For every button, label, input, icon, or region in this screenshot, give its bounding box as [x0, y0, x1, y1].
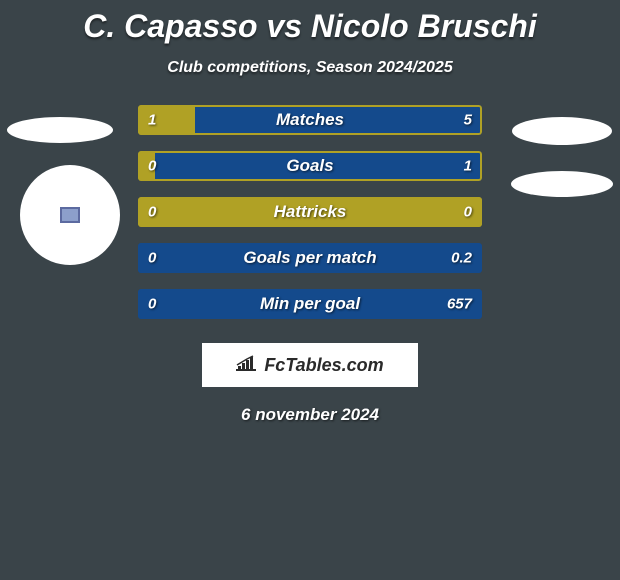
- stat-value-right: 5: [464, 112, 472, 129]
- stat-row: 0 1 Goals: [138, 151, 482, 181]
- subtitle: Club competitions, Season 2024/2025: [0, 59, 620, 77]
- stat-bar-left: [138, 105, 195, 135]
- comparison-content: 1 5 Matches 0 1 Goals 0 0 Hattricks 0 0.2 Goals per…: [0, 105, 620, 335]
- avatar-badge-icon: [60, 207, 80, 223]
- stat-label: Min per goal: [260, 294, 360, 314]
- stat-label: Hattricks: [274, 202, 347, 222]
- stat-row: 0 657 Min per goal: [138, 289, 482, 319]
- stat-value-right: 657: [447, 296, 472, 313]
- date-text: 6 november 2024: [0, 405, 620, 425]
- stat-row: 1 5 Matches: [138, 105, 482, 135]
- page-title: C. Capasso vs Nicolo Bruschi: [0, 0, 620, 45]
- stat-value-right: 1: [464, 158, 472, 175]
- stat-value-right: 0: [464, 204, 472, 221]
- stat-value-left: 0: [148, 250, 156, 267]
- brand-logo-text: FcTables.com: [236, 354, 383, 377]
- avatar-placeholder-left-1: [7, 117, 113, 143]
- stat-value-left: 1: [148, 112, 156, 129]
- avatar-placeholder-right-2: [511, 171, 613, 197]
- chart-icon: [236, 354, 258, 377]
- stat-value-right: 0.2: [451, 250, 472, 267]
- stat-bars: 1 5 Matches 0 1 Goals 0 0 Hattricks 0 0.2 Goals per…: [138, 105, 482, 335]
- stat-value-left: 0: [148, 204, 156, 221]
- stat-value-left: 0: [148, 158, 156, 175]
- avatar-left: [20, 165, 120, 265]
- stat-row: 0 0 Hattricks: [138, 197, 482, 227]
- avatar-placeholder-right-1: [512, 117, 612, 145]
- stat-label: Goals: [286, 156, 333, 176]
- stat-row: 0 0.2 Goals per match: [138, 243, 482, 273]
- brand-logo: FcTables.com: [202, 343, 418, 387]
- stat-value-left: 0: [148, 296, 156, 313]
- stat-label: Goals per match: [243, 248, 376, 268]
- stat-label: Matches: [276, 110, 344, 130]
- brand-logo-label: FcTables.com: [264, 355, 383, 376]
